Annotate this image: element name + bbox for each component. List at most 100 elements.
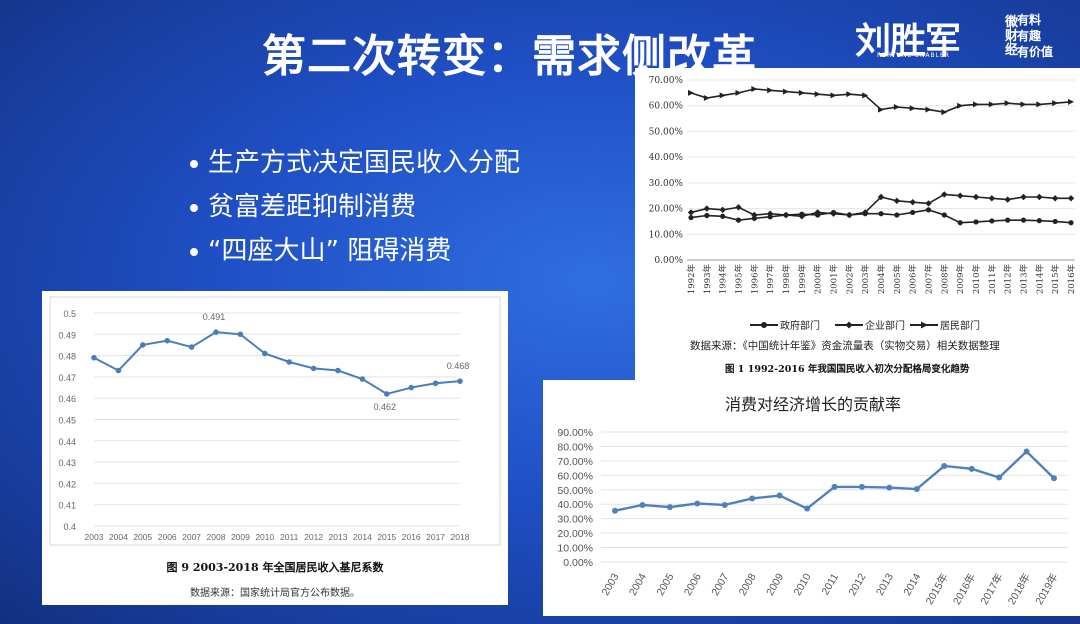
- x-tick-label: 2018: [451, 532, 470, 542]
- series-point: [1068, 220, 1074, 226]
- gini-point: [237, 331, 244, 338]
- consumption-point: [639, 501, 646, 508]
- y-tick-label: 0.42: [58, 479, 76, 489]
- logo-slogan-1: 有料: [1017, 13, 1042, 27]
- x-tick-label: 2006: [682, 571, 704, 597]
- series-point: [767, 87, 774, 94]
- y-tick-label: 20.00%: [557, 528, 593, 540]
- bullet-list: 生产方式决定国民收入分配 贫富差距抑制消费 “四座大山” 阻碍消费: [190, 145, 520, 277]
- series-point: [1020, 101, 1027, 108]
- y-tick-label: 80.00%: [557, 441, 593, 453]
- gini-point: [335, 367, 341, 374]
- series-point: [925, 200, 932, 207]
- x-tick-label: 2014: [353, 532, 372, 542]
- consumption-point: [721, 501, 728, 508]
- series-point: [1052, 100, 1059, 107]
- x-tick-label: 2016年: [1066, 264, 1077, 295]
- series-point: [925, 106, 932, 113]
- x-tick-label: 2000年: [813, 264, 824, 295]
- series-point: [957, 102, 964, 109]
- legend-label: 政府部门: [780, 319, 820, 332]
- series-point: [941, 191, 948, 198]
- series-point: [846, 211, 853, 219]
- x-tick-label: 2002年: [844, 264, 855, 295]
- gini-point: [310, 365, 317, 372]
- series-point: [972, 193, 980, 201]
- series-point: [1067, 195, 1075, 202]
- y-tick-label: 60.00%: [649, 102, 684, 112]
- x-tick-label: 2008: [737, 571, 759, 597]
- series-point: [909, 198, 916, 206]
- gini-point: [384, 391, 390, 397]
- gini-series-line: [93, 331, 461, 396]
- x-tick-label: 2014年: [1034, 264, 1045, 295]
- series-point: [719, 92, 726, 99]
- series-point: [1005, 217, 1011, 223]
- consumption-point: [694, 500, 701, 507]
- y-tick-label: 50.00%: [649, 127, 684, 137]
- bullet-text: 生产方式决定国民收入分配: [208, 148, 521, 178]
- x-tick-label: 2018年: [1005, 571, 1033, 607]
- x-tick-label: 2010: [255, 532, 274, 542]
- consumption-point: [1051, 475, 1057, 482]
- y-tick-label: 0.00%: [563, 557, 593, 569]
- logo-sub: 微财经: [1005, 15, 1019, 58]
- series-point: [688, 214, 694, 221]
- series-point: [878, 211, 884, 217]
- data-label: 0.462: [374, 402, 397, 412]
- x-tick-label: 2016年: [950, 571, 978, 607]
- y-tick-label: 0.44: [58, 437, 76, 447]
- gini-point: [359, 376, 366, 382]
- gini-point: [262, 350, 268, 357]
- series-point: [688, 89, 694, 96]
- x-tick-label: 1995年: [734, 264, 745, 295]
- series-point: [751, 86, 758, 92]
- series-point: [719, 206, 726, 214]
- chart-source: 数据来源：国家统计局官方公布数据。: [190, 586, 360, 599]
- bullet-item: 生产方式决定国民收入分配: [190, 145, 520, 189]
- series-point: [894, 212, 900, 218]
- series-point: [893, 197, 901, 205]
- series-point: [893, 104, 900, 110]
- series-point: [703, 205, 711, 212]
- x-tick-label: 2013年: [1019, 264, 1030, 295]
- consumption-point: [913, 486, 920, 493]
- series-point: [910, 209, 916, 216]
- x-tick-label: 1996年: [749, 264, 760, 295]
- logo-name: 刘胜军: [855, 21, 961, 62]
- chart-source: 数据来源：《中国统计年鉴》资金流量表（实物交易）相关数据整理: [690, 339, 1000, 352]
- gini-chart: 0.5 0.49 0.48 0.47 0.46 0.45 0.44 0.43 0.42 0.41 0…: [49, 296, 501, 599]
- series-point: [720, 213, 726, 219]
- x-tick-label: 2016: [402, 532, 421, 542]
- x-tick-label: 2007: [182, 532, 201, 542]
- x-tick-label: 2009: [764, 571, 786, 597]
- bullet-dot-icon: [190, 159, 198, 168]
- x-tick-label: 2008年: [939, 264, 950, 295]
- x-tick-label: 2005: [133, 532, 152, 542]
- x-tick-label: 1999年: [797, 264, 808, 295]
- x-tick-label: 2013: [329, 532, 348, 542]
- series-point: [846, 91, 853, 98]
- series-point: [704, 212, 710, 219]
- gini-point: [432, 380, 439, 387]
- series-point: [814, 91, 821, 98]
- series-point: [735, 204, 742, 211]
- gini-point: [188, 344, 195, 350]
- series-point: [798, 89, 805, 96]
- x-tick-label: 2012: [846, 571, 868, 597]
- gini-point: [457, 378, 463, 384]
- x-tick-label: 2004年: [876, 264, 887, 295]
- x-tick-label: 2011年: [987, 264, 998, 295]
- consumption-series-line: [614, 449, 1055, 512]
- y-tick-label: 10.00%: [649, 230, 684, 240]
- series-point: [687, 209, 695, 216]
- y-tick-label: 40.00%: [649, 153, 684, 163]
- consumption-point: [1023, 448, 1030, 455]
- x-tick-label: 2009年: [955, 264, 966, 295]
- chart-caption: 图 1 1992-2016 年我国国民收入初次分配格局变化趋势: [725, 363, 970, 375]
- legend-marker: [921, 321, 928, 329]
- series-point: [1004, 100, 1011, 107]
- series-point: [703, 95, 710, 101]
- x-tick-label: 2003年: [860, 264, 871, 295]
- series-point: [1020, 193, 1027, 201]
